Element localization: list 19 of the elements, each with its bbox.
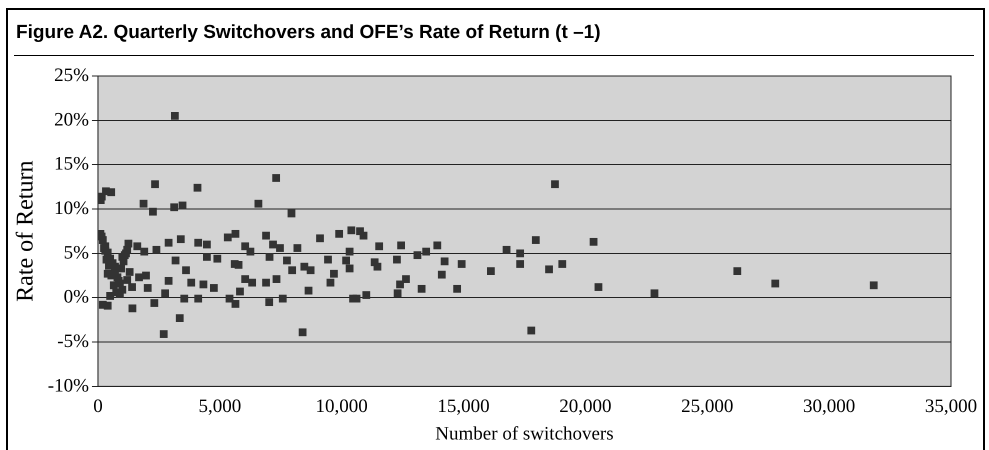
x-tick-label: 25,000 <box>681 396 734 417</box>
x-tick-label: 15,000 <box>437 396 490 417</box>
y-tick-label: 15% <box>54 154 90 175</box>
y-tick-label: 10% <box>54 198 90 220</box>
y-axis-title: Rate of Return <box>12 160 39 302</box>
x-tick-label: 20,000 <box>559 396 612 417</box>
x-axis-title: Number of switchovers <box>435 424 614 445</box>
y-tick-label: 5% <box>64 242 90 264</box>
x-tick-label: 0 <box>93 396 103 417</box>
chart-title: Figure A2. Quarterly Switchovers and OFE’s Rate of Return (t –1) <box>16 22 601 44</box>
x-tick-label: 35,000 <box>924 396 978 417</box>
y-tick-label: -10% <box>48 375 90 396</box>
x-tick-label: 5,000 <box>198 396 242 417</box>
y-tick-label: 20% <box>54 109 90 130</box>
y-tick-label: -5% <box>57 331 90 352</box>
y-tick-label: 25% <box>54 64 90 86</box>
y-tick-label: 0% <box>64 286 90 308</box>
x-tick-label: 10,000 <box>316 396 368 417</box>
x-tick-label: 30,000 <box>803 396 856 417</box>
